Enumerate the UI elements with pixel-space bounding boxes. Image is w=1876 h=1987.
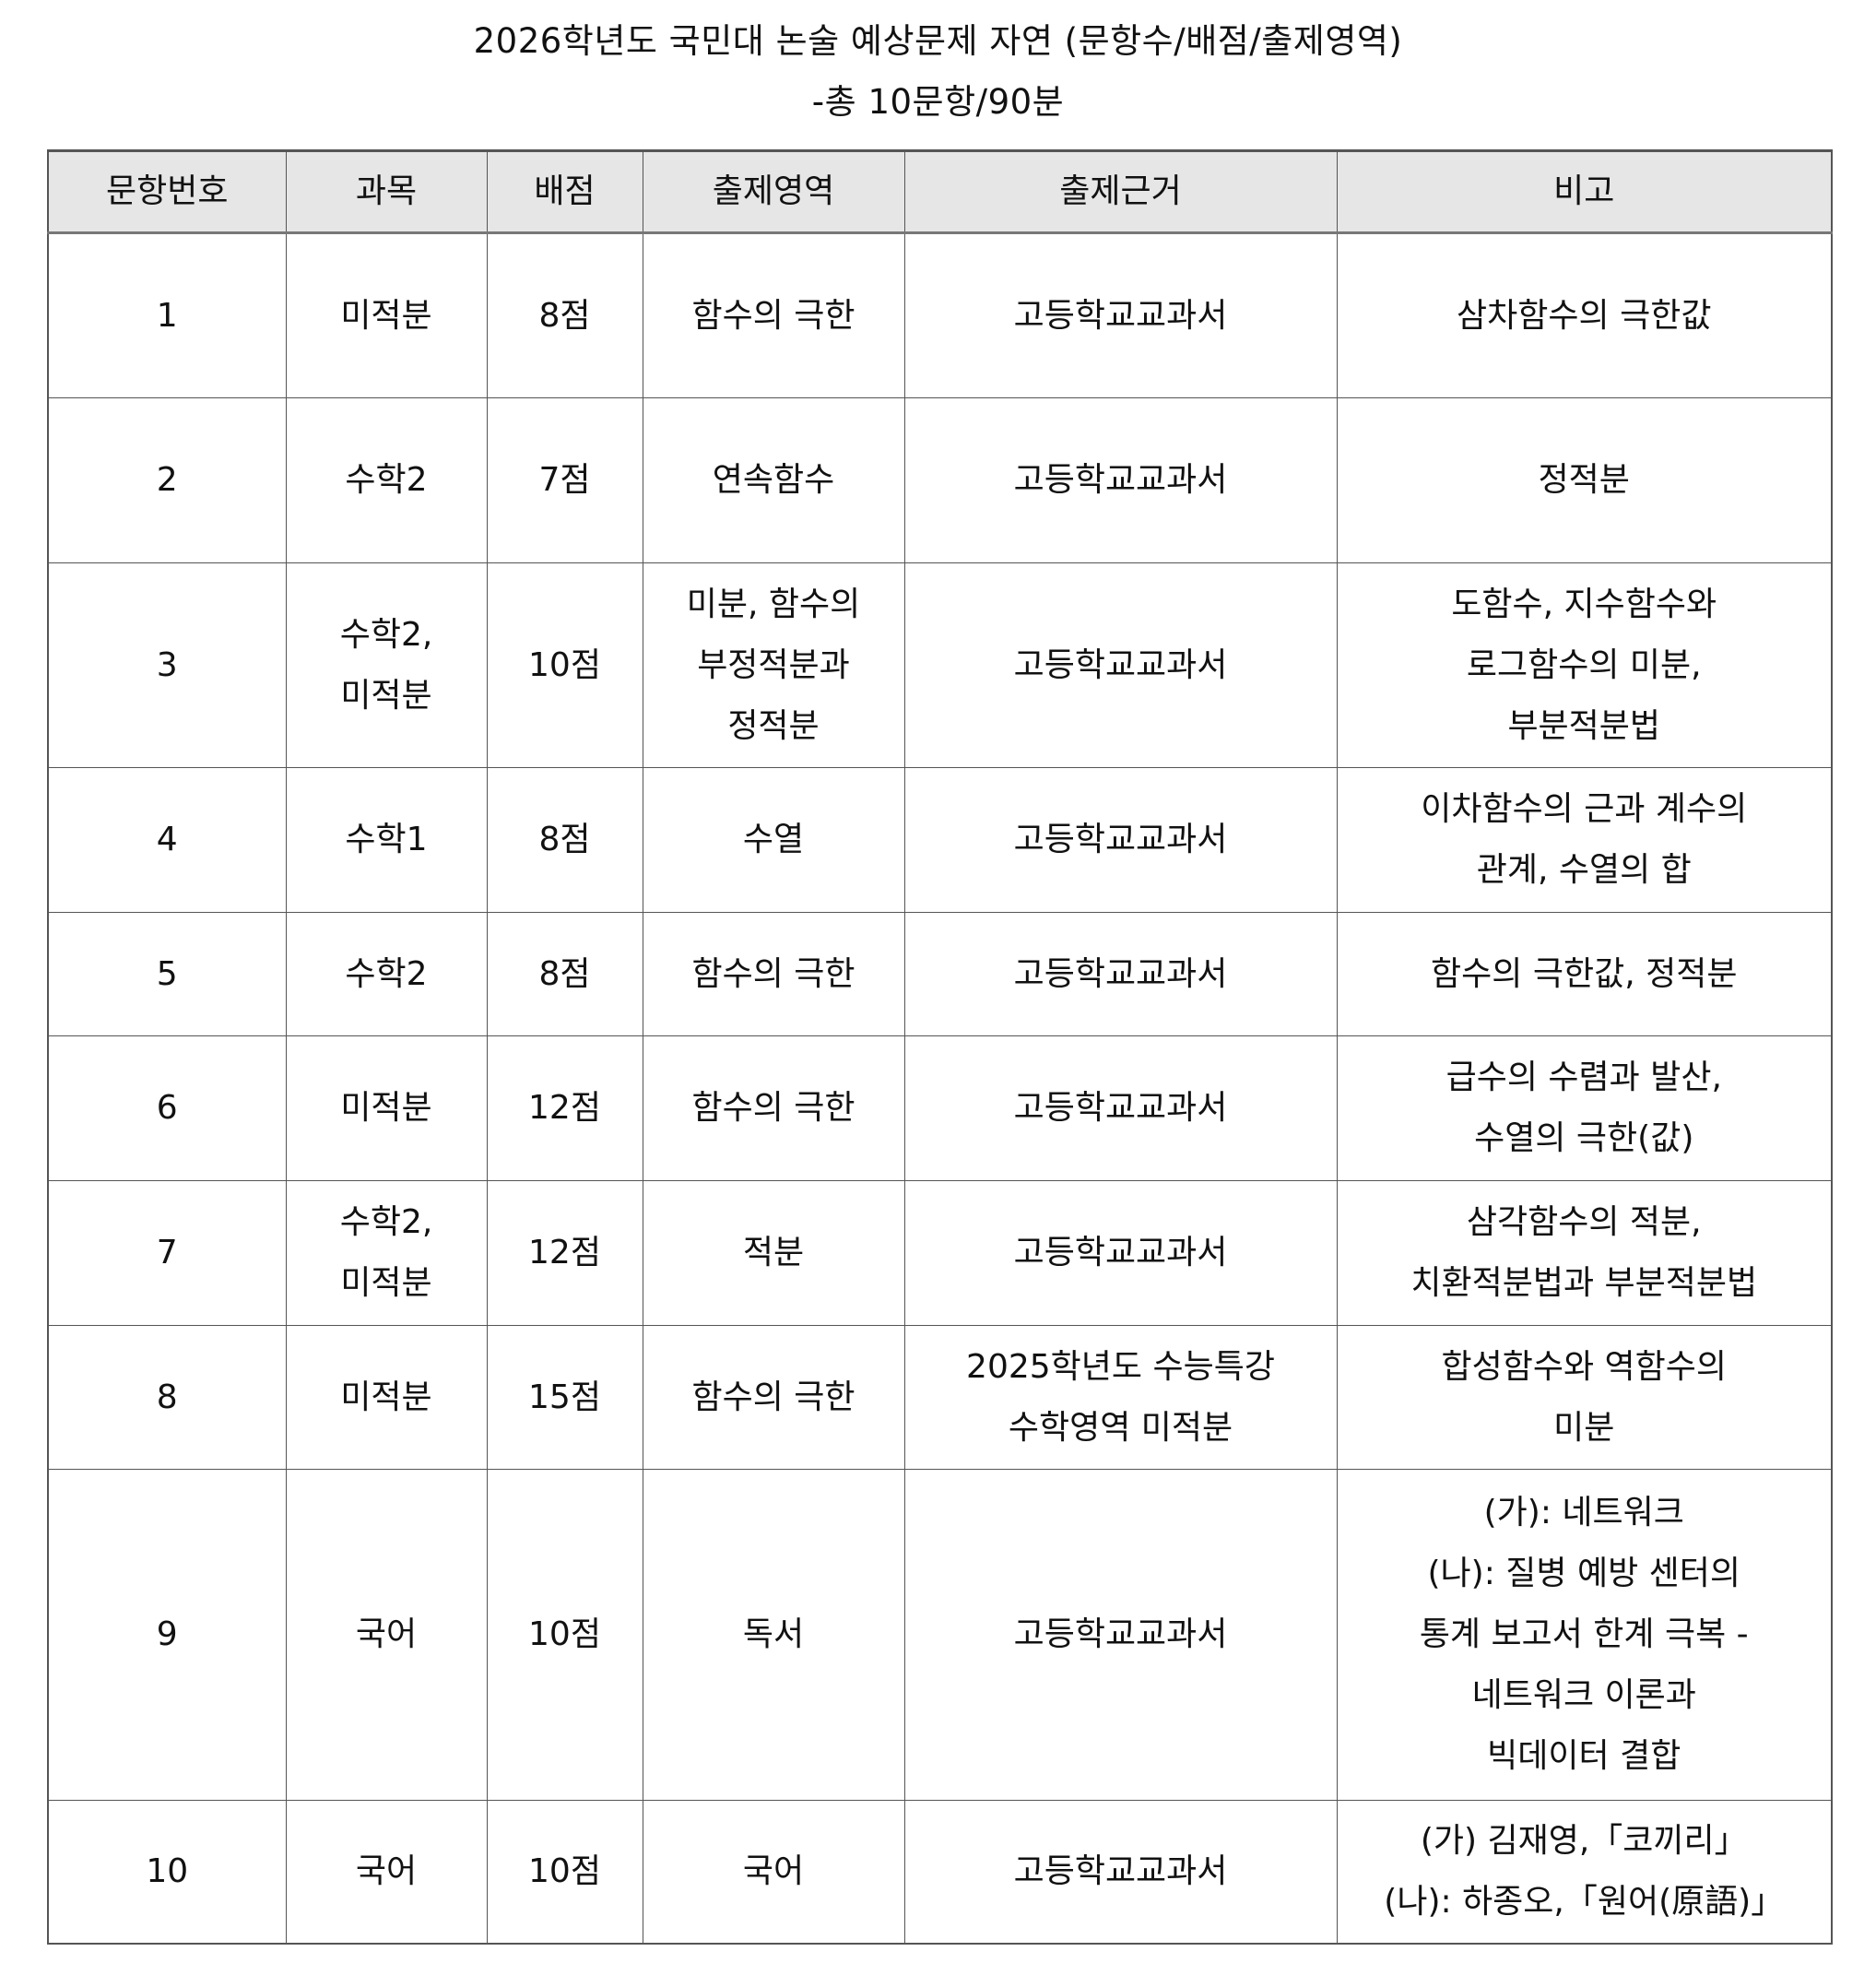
cell-notes: 삼차함수의 극한값	[1336, 232, 1833, 398]
table-row: 7 수학2, 미적분 12점 적분 고등학교교과서 삼각함수의 적분, 치환적분법과 부분…	[47, 1180, 1833, 1326]
cell-subject: 수학1	[285, 767, 488, 913]
cell-area: 함수의 극한	[642, 232, 905, 398]
cell-source: 2025학년도 수능특강 수학영역 미적분	[903, 1325, 1338, 1470]
cell-area: 수열	[642, 767, 905, 913]
cell-points: 8점	[486, 912, 643, 1036]
table-row: 1 미적분 8점 함수의 극한 고등학교교과서 삼차함수의 극한값	[47, 232, 1833, 398]
cell-source: 고등학교교과서	[903, 1180, 1338, 1326]
cell-points: 10점	[486, 562, 643, 768]
cell-notes: (가) 김재영,「코끼리」 (나): 하종오,「원어(原語)」	[1336, 1800, 1833, 1944]
cell-source: 고등학교교과서	[903, 912, 1338, 1036]
cell-subject: 미적분	[285, 232, 488, 398]
cell-subject: 미적분	[285, 1035, 488, 1181]
cell-notes: 도함수, 지수함수와 로그함수의 미분, 부분적분법	[1336, 562, 1833, 768]
header-row: 문항번호 과목 배점 출제영역 출제근거 비고	[47, 149, 1833, 234]
cell-notes: 급수의 수렴과 발산, 수열의 극한(값)	[1336, 1035, 1833, 1181]
cell-number: 10	[47, 1800, 287, 1944]
cell-number: 6	[47, 1035, 287, 1181]
cell-subject: 미적분	[285, 1325, 488, 1470]
cell-source: 고등학교교과서	[903, 1035, 1338, 1181]
cell-source: 고등학교교과서	[903, 397, 1338, 563]
cell-points: 10점	[486, 1800, 643, 1944]
cell-source: 고등학교교과서	[903, 767, 1338, 913]
cell-area: 국어	[642, 1800, 905, 1944]
cell-number: 4	[47, 767, 287, 913]
cell-area: 함수의 극한	[642, 912, 905, 1036]
cell-notes: 합성함수와 역함수의 미분	[1336, 1325, 1833, 1470]
cell-source: 고등학교교과서	[903, 562, 1338, 768]
cell-notes: (가): 네트워크 (나): 질병 예방 센터의 통계 보고서 한계 극복 - …	[1336, 1469, 1833, 1801]
header-area: 출제영역	[642, 149, 905, 234]
cell-area: 적분	[642, 1180, 905, 1326]
header-number: 문항번호	[47, 149, 287, 234]
cell-number: 7	[47, 1180, 287, 1326]
cell-points: 8점	[486, 767, 643, 913]
cell-points: 10점	[486, 1469, 643, 1801]
header-notes: 비고	[1336, 149, 1833, 234]
cell-source: 고등학교교과서	[903, 1800, 1338, 1944]
cell-notes: 정적분	[1336, 397, 1833, 563]
cell-subject: 국어	[285, 1800, 488, 1944]
table-row: 10 국어 10점 국어 고등학교교과서 (가) 김재영,「코끼리」 (나): 하종오,「…	[47, 1800, 1833, 1944]
cell-notes: 이차함수의 근과 계수의 관계, 수열의 합	[1336, 767, 1833, 913]
table-row: 6 미적분 12점 함수의 극한 고등학교교과서 급수의 수렴과 발산, 수열의 극한(값…	[47, 1035, 1833, 1181]
cell-number: 1	[47, 232, 287, 398]
cell-notes: 삼각함수의 적분, 치환적분법과 부분적분법	[1336, 1180, 1833, 1326]
cell-points: 12점	[486, 1035, 643, 1181]
cell-subject: 수학2, 미적분	[285, 1180, 488, 1326]
table-row: 9 국어 10점 독서 고등학교교과서 (가): 네트워크 (나): 질병 예방 센터의 …	[47, 1469, 1833, 1801]
cell-area: 미분, 함수의 부정적분과 정적분	[642, 562, 905, 768]
header-source: 출제근거	[903, 149, 1338, 234]
table-row: 8 미적분 15점 함수의 극한 2025학년도 수능특강 수학영역 미적분 합성함수와 …	[47, 1325, 1833, 1470]
cell-subject: 수학2	[285, 397, 488, 563]
table-row: 2 수학2 7점 연속함수 고등학교교과서 정적분	[47, 397, 1833, 563]
header-subject: 과목	[285, 149, 488, 234]
cell-number: 9	[47, 1469, 287, 1801]
cell-subject: 수학2, 미적분	[285, 562, 488, 768]
cell-number: 8	[47, 1325, 287, 1470]
cell-number: 2	[47, 397, 287, 563]
cell-area: 함수의 극한	[642, 1325, 905, 1470]
cell-subject: 수학2	[285, 912, 488, 1036]
cell-source: 고등학교교과서	[903, 1469, 1338, 1801]
cell-number: 5	[47, 912, 287, 1036]
exam-table: 문항번호 과목 배점 출제영역 출제근거 비고 1 미적분 8점 함수의 극한 고등학교…	[47, 149, 1833, 1945]
table-row: 4 수학1 8점 수열 고등학교교과서 이차함수의 근과 계수의 관계, 수열의 합	[47, 767, 1833, 913]
cell-points: 12점	[486, 1180, 643, 1326]
cell-area: 함수의 극한	[642, 1035, 905, 1181]
cell-source: 고등학교교과서	[903, 232, 1338, 398]
cell-notes: 함수의 극한값, 정적분	[1336, 912, 1833, 1036]
document-subtitle: -총 10문항/90분	[811, 82, 1065, 122]
cell-area: 연속함수	[642, 397, 905, 563]
table-row: 3 수학2, 미적분 10점 미분, 함수의 부정적분과 정적분 고등학교교과서 도함수,…	[47, 562, 1833, 768]
cell-points: 7점	[486, 397, 643, 563]
table-row: 5 수학2 8점 함수의 극한 고등학교교과서 함수의 극한값, 정적분	[47, 912, 1833, 1036]
cell-points: 15점	[486, 1325, 643, 1470]
cell-area: 독서	[642, 1469, 905, 1801]
cell-number: 3	[47, 562, 287, 768]
document-title: 2026학년도 국민대 논술 예상문제 자연 (문항수/배점/출제영역)	[473, 21, 1403, 61]
header-points: 배점	[486, 149, 643, 234]
cell-points: 8점	[486, 232, 643, 398]
cell-subject: 국어	[285, 1469, 488, 1801]
